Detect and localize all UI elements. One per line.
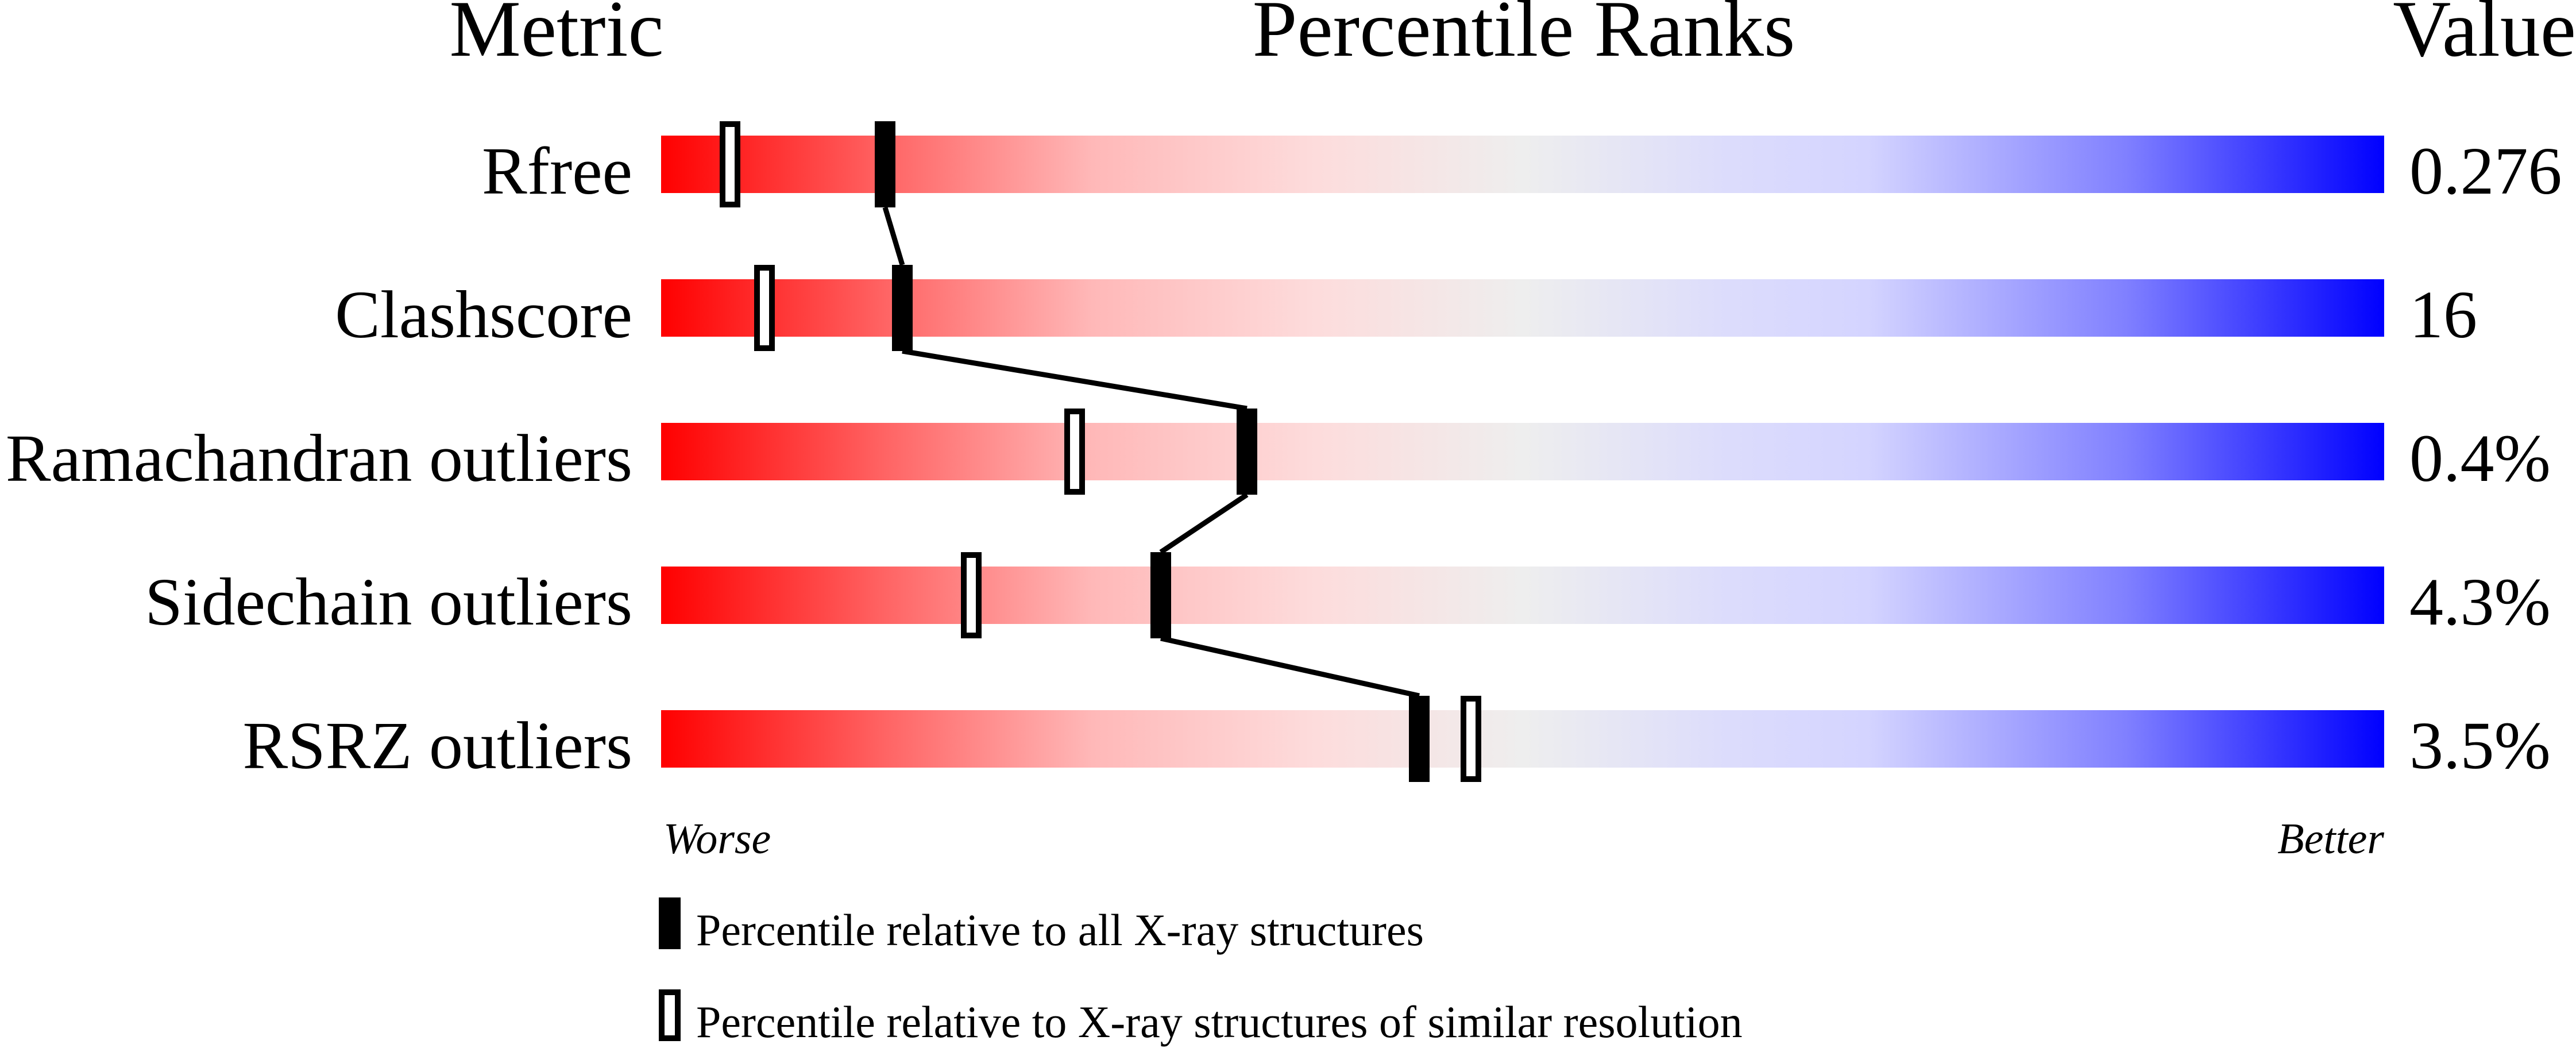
worse-label: Worse [663, 815, 771, 863]
similar-resolution-marker [961, 552, 982, 638]
metric-row: Sidechain outliers 4.3% [145, 552, 2551, 639]
metric-value: 3.5% [2409, 708, 2551, 783]
percentile-bar [661, 567, 2384, 624]
legend-open-marker-icon [659, 989, 681, 1041]
connector-line [1160, 635, 1420, 699]
metric-value: 4.3% [2409, 564, 2551, 639]
all-structures-marker [892, 265, 913, 351]
legend-filled-marker-icon [659, 897, 681, 949]
percentile-bar [661, 710, 2384, 768]
connector-line [902, 348, 1248, 411]
percentile-bar [661, 136, 2384, 193]
metric-row: Ramachandran outliers 0.4% [6, 409, 2551, 496]
header-value: Value [2393, 0, 2576, 74]
metric-label: Clashscore [335, 277, 632, 352]
similar-resolution-marker [754, 265, 775, 351]
legend-similar-label: Percentile relative to X-ray structures … [696, 997, 1743, 1047]
percentile-bar [661, 423, 2384, 480]
better-label: Better [2277, 815, 2384, 863]
metric-value: 0.4% [2409, 421, 2551, 496]
metric-label: Sidechain outliers [145, 564, 632, 639]
legend-all-label: Percentile relative to all X-ray structu… [696, 905, 1424, 955]
metric-value: 16 [2409, 277, 2477, 352]
metric-row: Rfree 0.276 [482, 121, 2562, 209]
all-structures-marker [1237, 409, 1257, 495]
similar-resolution-marker [1064, 409, 1085, 495]
similar-resolution-marker [1461, 696, 1481, 782]
all-structures-marker [1150, 552, 1171, 638]
connector-line [1159, 492, 1249, 554]
header-metric: Metric [449, 0, 663, 74]
metric-row: Clashscore 16 [335, 265, 2477, 352]
metric-value: 0.276 [2409, 133, 2562, 209]
percentile-bar [661, 279, 2384, 337]
connector-line [882, 206, 905, 266]
header-percentile-ranks: Percentile Ranks [1253, 0, 1795, 74]
metric-label: Rfree [482, 133, 632, 209]
metric-label: RSRZ outliers [242, 708, 632, 783]
all-structures-marker [1409, 696, 1430, 782]
similar-resolution-marker [720, 121, 740, 207]
metric-row: RSRZ outliers 3.5% [242, 696, 2551, 783]
all-structures-marker [875, 121, 895, 207]
metric-label: Ramachandran outliers [6, 421, 632, 496]
